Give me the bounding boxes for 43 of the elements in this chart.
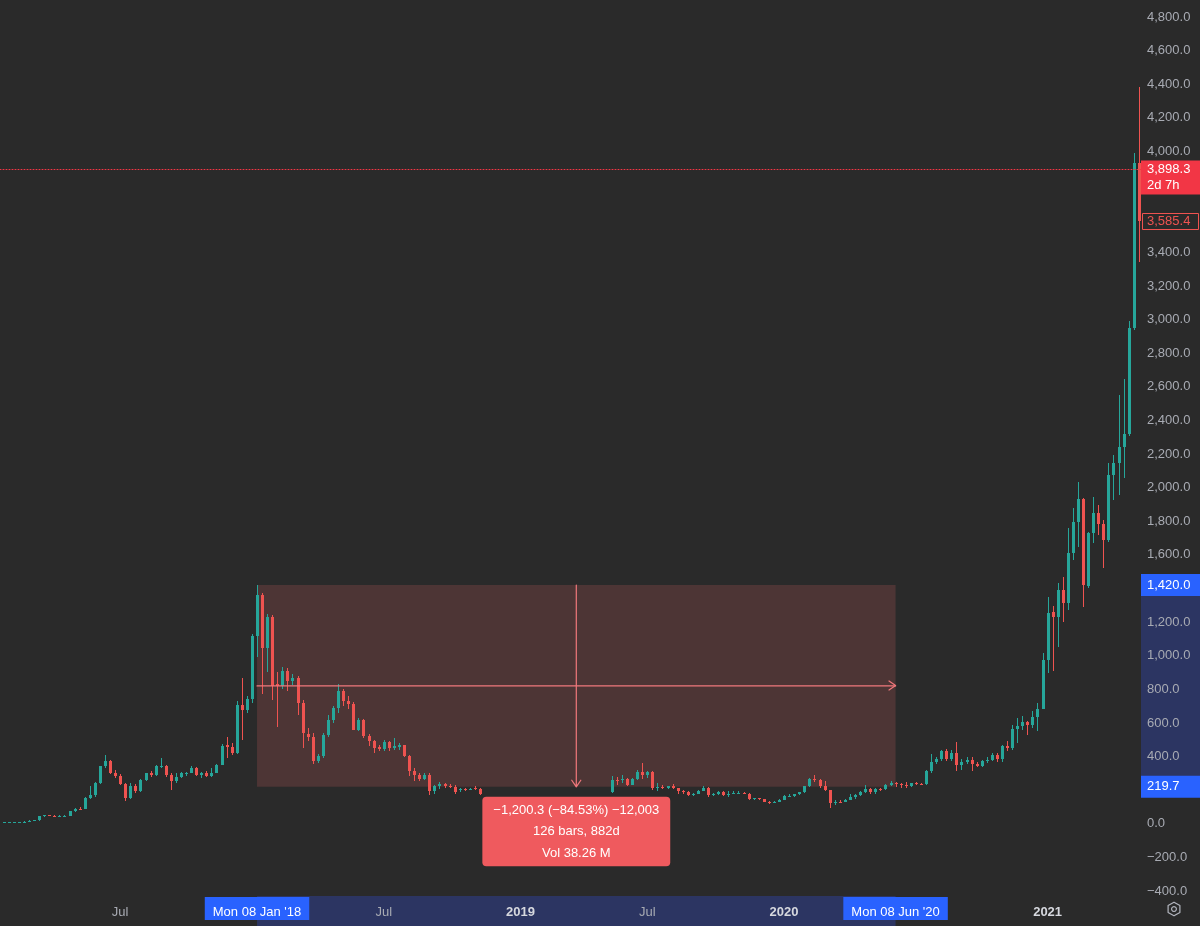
candlestick bbox=[241, 678, 244, 740]
x-tick-label: Mon 08 Jan '18 bbox=[212, 904, 302, 920]
x-tick-label: Jul bbox=[375, 904, 393, 920]
y-tick-label: 3,585.4 bbox=[1147, 212, 1191, 228]
y-tick-label: 4,400.0 bbox=[1147, 75, 1191, 91]
candlestick bbox=[160, 758, 163, 768]
y-tick-label: 600.0 bbox=[1147, 714, 1180, 730]
y-tick-label: 1,800.0 bbox=[1147, 512, 1191, 528]
y-tick-label: 219.7 bbox=[1147, 778, 1180, 794]
x-tick-label: 2019 bbox=[506, 904, 536, 920]
y-tick-label: 3,400.0 bbox=[1147, 243, 1191, 259]
y-tick-label: 4,200.0 bbox=[1147, 109, 1191, 125]
x-tick-label: Jul bbox=[638, 904, 656, 920]
y-tick-label: 1,420.0 bbox=[1147, 576, 1191, 592]
candlestick bbox=[226, 737, 229, 758]
y-tick-label: 3,200.0 bbox=[1147, 277, 1191, 293]
y-tick-label: −200.0 bbox=[1147, 848, 1188, 864]
y-tick-label: 0.0 bbox=[1147, 815, 1166, 831]
y-tick-label: 4,800.0 bbox=[1147, 8, 1191, 24]
y-tick-label: 2,200.0 bbox=[1147, 445, 1191, 461]
y-tick-label: 400.0 bbox=[1147, 748, 1180, 764]
y-tick-label: 2,000.0 bbox=[1147, 479, 1191, 495]
x-tick-label: Mon 08 Jun '20 bbox=[851, 904, 940, 920]
y-tick-label: 3,000.0 bbox=[1147, 311, 1191, 327]
y-tick-label: 1,600.0 bbox=[1147, 546, 1191, 562]
y-tick-label: 800.0 bbox=[1147, 680, 1180, 696]
text: 2d 7h bbox=[1147, 177, 1180, 193]
annotation: −1,200.3 (−84.53%) −12,003 bbox=[493, 801, 660, 817]
ref-line-label: 3,898.3 bbox=[1147, 161, 1191, 177]
y-tick-label: 2,600.0 bbox=[1147, 378, 1191, 394]
y-tick-label: 4,600.0 bbox=[1147, 42, 1191, 58]
x-tick-label: Jul bbox=[111, 904, 129, 920]
y-tick-label: 2,400.0 bbox=[1147, 411, 1191, 427]
y-tick-label: 2,800.0 bbox=[1147, 344, 1191, 360]
x-tick-label: 2021 bbox=[1033, 904, 1063, 920]
annotation: Vol 38.26 M bbox=[541, 844, 611, 860]
y-tick-label: −400.0 bbox=[1147, 882, 1188, 898]
y-tick-label: 1,000.0 bbox=[1147, 647, 1191, 663]
annotation: 126 bars, 882d bbox=[532, 823, 620, 839]
x-tick-label: 2020 bbox=[769, 904, 799, 920]
y-tick-label: 4,000.0 bbox=[1147, 143, 1191, 159]
candlestick bbox=[1052, 606, 1055, 671]
y-tick-label: 1,200.0 bbox=[1147, 613, 1191, 629]
